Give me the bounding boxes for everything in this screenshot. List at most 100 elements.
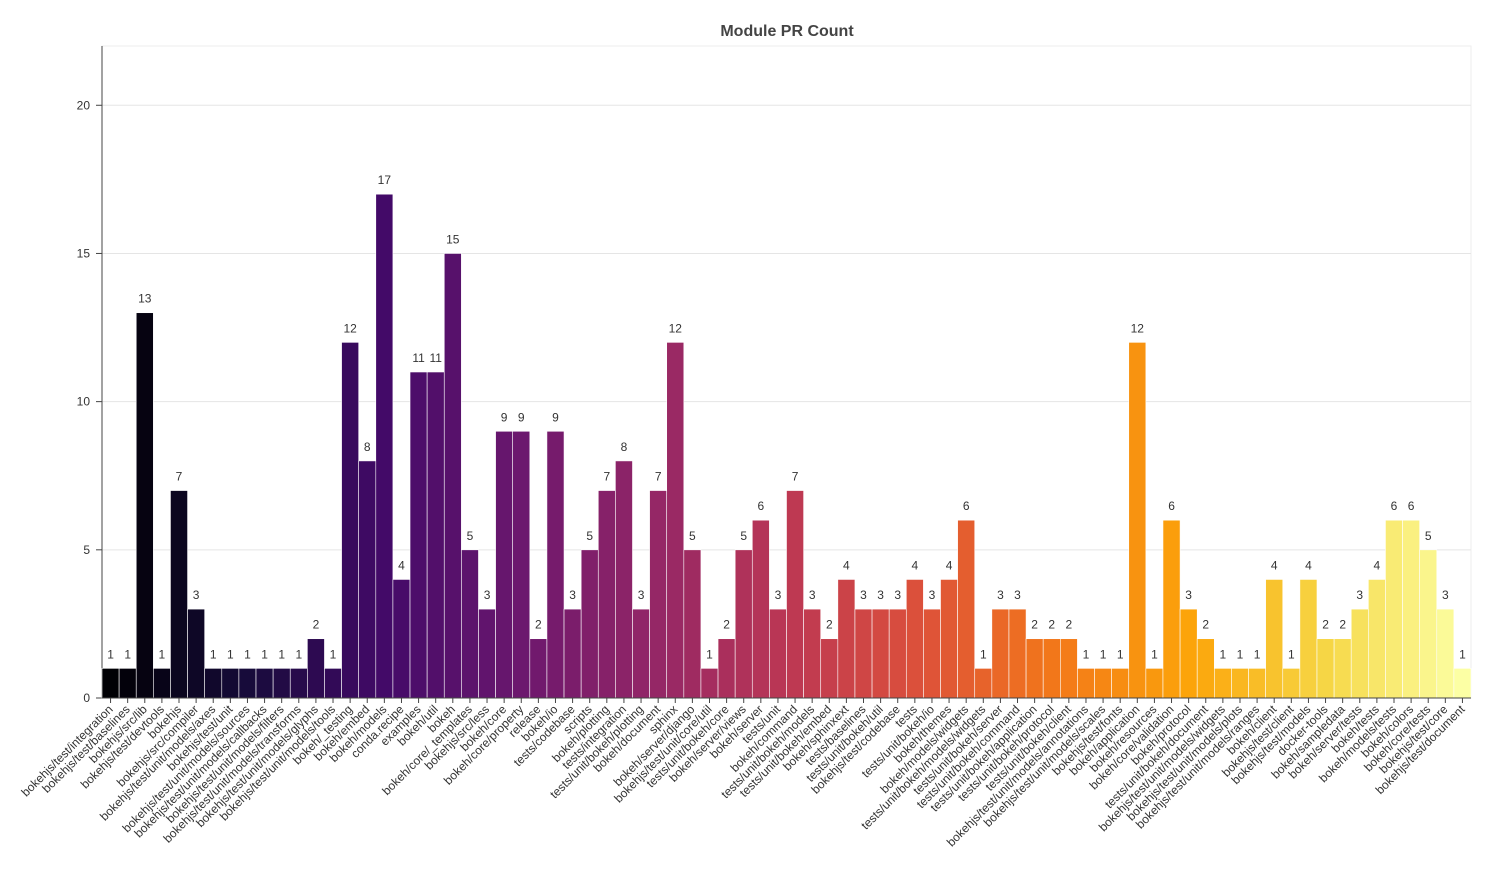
- bar: [786, 490, 804, 699]
- bar: [478, 608, 496, 699]
- data-label: 1: [980, 647, 987, 661]
- bar: [1402, 519, 1420, 699]
- bar: [221, 668, 240, 699]
- data-label: 3: [484, 588, 491, 602]
- bar: [820, 638, 839, 699]
- data-label: 1: [1100, 647, 1107, 661]
- bar: [1162, 519, 1181, 699]
- y-tick-label: 5: [83, 543, 90, 557]
- bar: [461, 549, 479, 699]
- bar: [153, 668, 171, 699]
- bar: [1248, 668, 1266, 699]
- bar: [187, 608, 205, 699]
- bar: [289, 668, 308, 699]
- bar: [443, 253, 462, 699]
- bar: [1042, 638, 1061, 699]
- data-label: 1: [706, 647, 713, 661]
- data-label: 15: [446, 232, 460, 246]
- data-label: 6: [1408, 499, 1415, 513]
- bar: [272, 668, 291, 699]
- bar: [118, 668, 137, 699]
- bar: [563, 608, 582, 699]
- data-label: 1: [1151, 647, 1158, 661]
- data-label: 1: [227, 647, 234, 661]
- bar: [1282, 668, 1301, 699]
- data-label: 11: [429, 351, 442, 365]
- bar: [769, 608, 787, 699]
- data-label: 7: [603, 470, 610, 484]
- data-label: 13: [138, 292, 152, 306]
- bar: [358, 460, 377, 699]
- data-label: 1: [1288, 647, 1295, 661]
- bar: [307, 638, 325, 699]
- data-label: 1: [1083, 647, 1090, 661]
- bar: [255, 668, 274, 699]
- data-label: 12: [1131, 321, 1145, 335]
- data-label: 1: [1459, 647, 1466, 661]
- bar: [1128, 342, 1147, 699]
- bar: [170, 490, 188, 699]
- bar: [1231, 668, 1249, 699]
- bar: [683, 549, 702, 699]
- bar: [392, 579, 411, 699]
- bar: [1025, 638, 1044, 699]
- bar: [512, 430, 531, 699]
- bar: [1299, 579, 1318, 699]
- data-label: 2: [826, 618, 833, 632]
- data-label: 6: [757, 499, 764, 513]
- data-label: 3: [929, 588, 936, 602]
- data-label: 7: [176, 470, 183, 484]
- bar: [204, 668, 223, 699]
- bar: [1316, 638, 1335, 699]
- y-tick-label: 15: [77, 246, 91, 260]
- data-label: 5: [467, 529, 474, 543]
- data-label: 3: [1014, 588, 1021, 602]
- data-label: 3: [775, 588, 782, 602]
- data-label: 5: [740, 529, 747, 543]
- data-label: 3: [1356, 588, 1363, 602]
- bar: [101, 668, 120, 699]
- data-label: 2: [723, 618, 730, 632]
- bar: [1179, 608, 1198, 699]
- bar: [1436, 608, 1455, 699]
- data-label: 3: [809, 588, 816, 602]
- bar: [888, 608, 907, 699]
- bar: [1419, 549, 1438, 699]
- bar: [700, 668, 719, 699]
- bar: [940, 579, 958, 699]
- data-label: 7: [655, 470, 662, 484]
- data-label: 2: [1066, 618, 1073, 632]
- bar: [597, 490, 616, 699]
- data-label: 4: [1305, 558, 1312, 572]
- data-label: 2: [1031, 618, 1038, 632]
- bar: [1333, 638, 1352, 699]
- bar: [615, 460, 633, 699]
- bar: [1196, 638, 1215, 699]
- bar: [409, 371, 428, 699]
- data-label: 3: [997, 588, 1004, 602]
- bar: [991, 608, 1010, 699]
- data-label: 2: [1339, 618, 1346, 632]
- bar: [1145, 668, 1164, 699]
- data-label: 1: [278, 647, 285, 661]
- data-label: 5: [586, 529, 593, 543]
- data-label: 3: [877, 588, 884, 602]
- data-label: 1: [1117, 647, 1124, 661]
- data-label: 3: [569, 588, 576, 602]
- y-tick-label: 10: [77, 395, 91, 409]
- data-label: 1: [124, 647, 131, 661]
- data-label: 4: [1374, 558, 1381, 572]
- data-label: 4: [1271, 558, 1278, 572]
- data-label: 2: [1322, 618, 1329, 632]
- bar: [324, 668, 342, 699]
- bar: [341, 342, 359, 699]
- data-label: 1: [261, 647, 268, 661]
- data-label: 17: [378, 173, 392, 187]
- data-label: 3: [193, 588, 200, 602]
- data-label: 9: [552, 410, 559, 424]
- bar: [1094, 668, 1112, 699]
- data-label: 5: [689, 529, 696, 543]
- bar: [666, 342, 685, 699]
- data-label: 2: [1048, 618, 1055, 632]
- bar: [580, 549, 599, 699]
